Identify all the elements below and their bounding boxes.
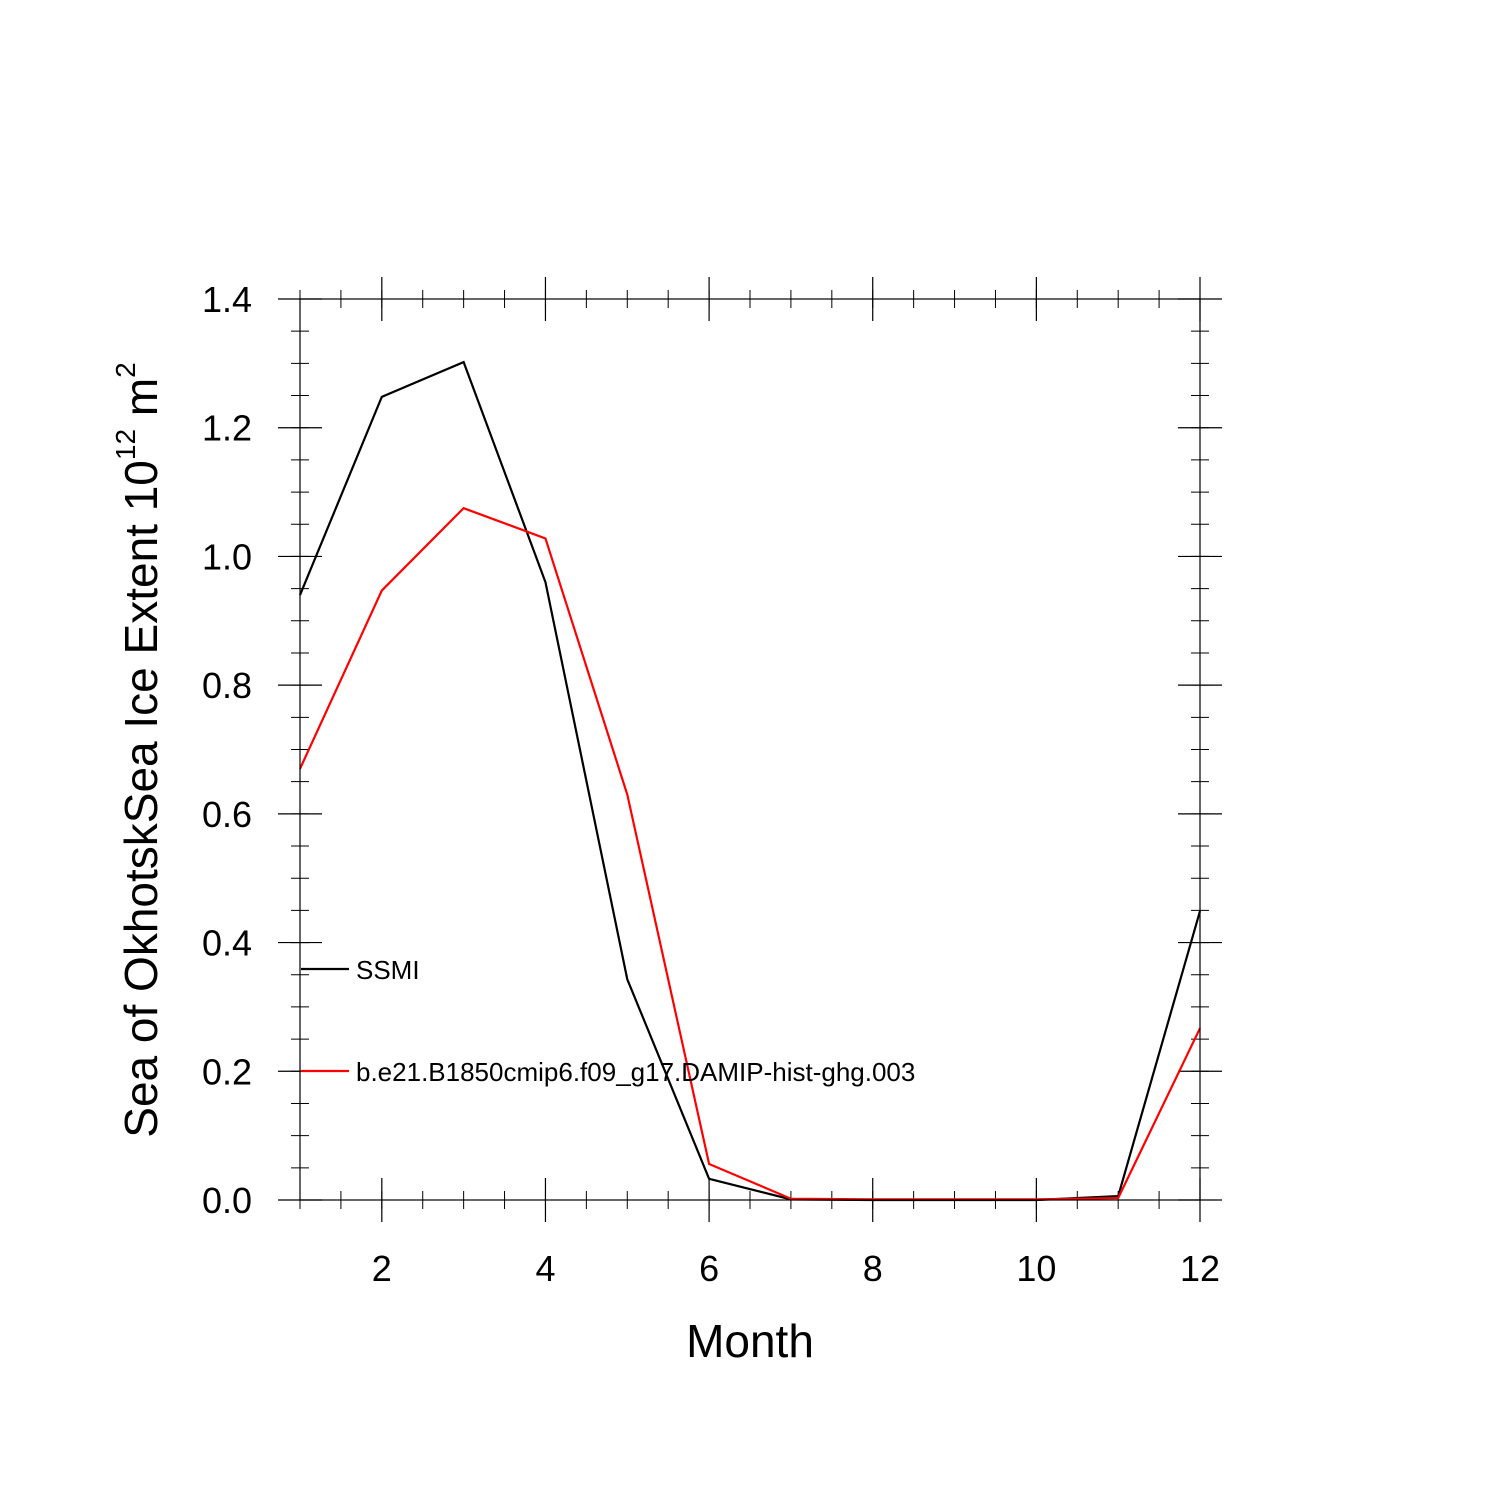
legend-label: b.e21.B1850cmip6.f09_g17.DAMIP-hist-ghg.… bbox=[356, 1057, 915, 1087]
y-tick-label: 0.0 bbox=[202, 1180, 252, 1221]
y-tick-label: 0.6 bbox=[202, 794, 252, 835]
x-tick-label: 4 bbox=[535, 1248, 555, 1289]
x-tick-labels: 2 4 6 8 10 12 bbox=[372, 1248, 1220, 1289]
plot-frame bbox=[299, 298, 1201, 1201]
x-tick-label: 10 bbox=[1016, 1248, 1056, 1289]
x-tick-label: 12 bbox=[1180, 1248, 1220, 1289]
y-tick-label: 0.4 bbox=[202, 923, 252, 964]
legend: SSMI b.e21.B1850cmip6.f09_g17.DAMIP-hist-… bbox=[301, 955, 915, 1087]
y-tick-label: 0.8 bbox=[202, 665, 252, 706]
series-layer bbox=[298, 360, 1202, 1202]
series-line-2 bbox=[299, 506, 1201, 1201]
x-tick-label: 6 bbox=[699, 1248, 719, 1289]
y-axis-title: Sea of OkhotskSea Ice Extent 1012 m2 bbox=[110, 362, 167, 1137]
y-tick-label: 1.4 bbox=[202, 279, 252, 320]
x-axis-title: Month bbox=[686, 1315, 814, 1367]
y-tick-label: 1.0 bbox=[202, 536, 252, 577]
y-tick-label: 1.2 bbox=[202, 408, 252, 449]
y-axis-title-exp1: 12 bbox=[110, 429, 141, 460]
legend-label: SSMI bbox=[356, 955, 420, 985]
x-tick-label: 2 bbox=[372, 1248, 392, 1289]
y-axis-title-unit: m bbox=[115, 378, 167, 429]
y-axis-title-main: Sea of OkhotskSea Ice Extent 10 bbox=[115, 460, 167, 1138]
y-axis-title-exp2: 2 bbox=[110, 362, 141, 378]
y-tick-labels: 0.0 0.2 0.4 0.6 0.8 1.0 1.2 1.4 bbox=[202, 279, 252, 1221]
x-tick-label: 8 bbox=[863, 1248, 883, 1289]
y-tick-label: 0.2 bbox=[202, 1051, 252, 1092]
